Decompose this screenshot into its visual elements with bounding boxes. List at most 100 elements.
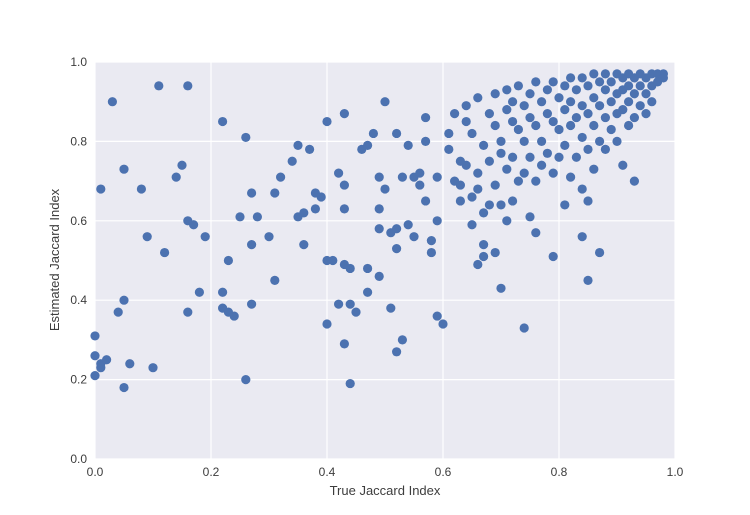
data-point: [658, 73, 669, 83]
data-point: [107, 97, 117, 107]
data-point: [218, 116, 228, 127]
data-point: [438, 319, 448, 329]
data-point: [374, 224, 384, 234]
data-point: [583, 109, 593, 119]
data-point: [287, 156, 297, 166]
x-tick-label: 0.8: [551, 465, 568, 479]
data-point: [624, 81, 634, 91]
data-point: [392, 128, 402, 139]
data-point: [513, 81, 524, 91]
data-point: [305, 144, 315, 154]
data-point: [531, 228, 541, 238]
data-point: [235, 212, 245, 222]
data-point: [571, 112, 582, 123]
data-point: [270, 275, 280, 285]
data-point: [507, 152, 518, 162]
data-point: [484, 109, 494, 119]
data-point: [461, 116, 471, 127]
data-point: [119, 295, 129, 305]
data-point: [450, 109, 460, 119]
data-point: [415, 180, 425, 190]
data-point: [577, 232, 587, 242]
data-point: [496, 136, 506, 146]
data-point: [397, 172, 407, 182]
data-point: [479, 240, 489, 250]
data-point: [519, 323, 529, 333]
data-point: [519, 168, 529, 178]
data-point: [90, 371, 100, 381]
data-point: [629, 89, 640, 99]
data-point: [490, 180, 500, 190]
data-point: [461, 101, 471, 111]
gridlines: [94, 61, 676, 460]
y-tick-label: 0.8: [70, 134, 87, 148]
data-point: [432, 172, 442, 182]
data-point: [467, 128, 477, 139]
data-point: [368, 128, 378, 139]
data-point: [113, 307, 123, 317]
data-point: [363, 140, 373, 150]
data-point: [525, 152, 535, 162]
data-point: [473, 168, 483, 178]
data-point: [247, 299, 257, 309]
data-point: [339, 339, 349, 349]
data-point: [90, 351, 100, 361]
data-point: [507, 97, 518, 107]
data-point: [647, 97, 657, 107]
data-point: [473, 184, 483, 194]
data-point: [566, 172, 576, 182]
data-point: [171, 172, 181, 182]
data-point: [90, 331, 100, 341]
data-point: [629, 176, 640, 186]
data-point: [502, 105, 512, 115]
data-point: [589, 93, 599, 103]
data-point: [507, 196, 518, 206]
data-point: [467, 192, 477, 202]
data-point: [200, 232, 210, 242]
data-point: [560, 200, 570, 210]
data-point: [513, 124, 524, 135]
data-point: [328, 255, 338, 266]
data-point: [339, 180, 349, 190]
data-point: [241, 132, 251, 143]
data-point: [339, 204, 349, 214]
data-point: [154, 81, 164, 91]
data-point: [606, 97, 616, 107]
data-point: [566, 97, 576, 107]
data-point: [537, 136, 547, 146]
data-point: [455, 196, 465, 206]
data-point: [479, 208, 489, 218]
data-point: [345, 299, 355, 309]
y-tick-label: 0.4: [70, 293, 87, 307]
data-point: [624, 97, 634, 107]
data-point: [479, 140, 489, 150]
data-point: [125, 359, 135, 369]
data-point: [276, 172, 286, 182]
data-point: [455, 180, 465, 190]
data-point: [444, 128, 454, 139]
data-point: [525, 89, 535, 99]
data-point: [577, 132, 587, 143]
data-point: [629, 112, 640, 123]
data-point: [583, 196, 593, 206]
y-axis-label: Estimated Jaccard Index: [47, 188, 62, 331]
data-point: [380, 184, 390, 194]
data-point: [548, 77, 558, 87]
data-point: [554, 124, 564, 135]
data-point: [502, 216, 512, 226]
data-point: [600, 85, 611, 95]
data-point: [606, 124, 616, 135]
data-point: [531, 176, 541, 186]
data-point: [583, 275, 593, 285]
data-point: [490, 247, 500, 258]
data-point: [577, 101, 587, 111]
data-point: [444, 144, 454, 154]
data-point: [600, 112, 611, 123]
data-point: [247, 240, 257, 250]
y-tick-label: 1.0: [70, 55, 87, 69]
data-point: [542, 85, 553, 95]
data-point: [589, 164, 599, 174]
data-point: [566, 73, 576, 83]
data-point: [490, 120, 500, 131]
